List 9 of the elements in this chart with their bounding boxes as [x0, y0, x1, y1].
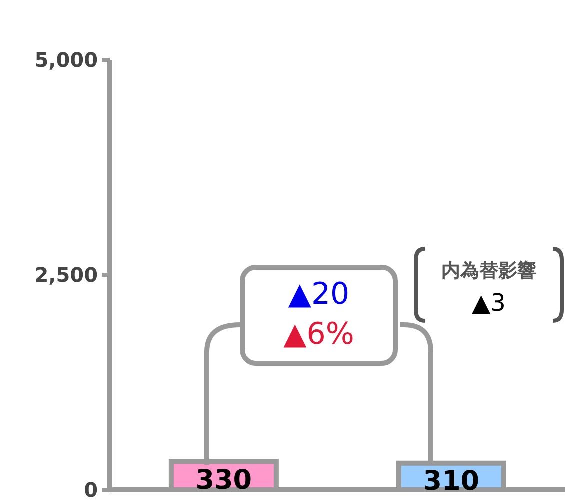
y-tick-label: 2,500 — [34, 263, 98, 288]
y-tick-label: 5,000 — [34, 48, 98, 72]
annotation: ▲6% — [282, 316, 356, 354]
annotation: ▲3 — [471, 288, 507, 319]
annotation: 内為替影響 — [440, 259, 538, 284]
y-tick-label: 0 — [84, 478, 98, 500]
data-label: 330 — [196, 465, 252, 496]
annotation: ▲20 — [287, 276, 351, 314]
data-label: 310 — [423, 466, 480, 498]
